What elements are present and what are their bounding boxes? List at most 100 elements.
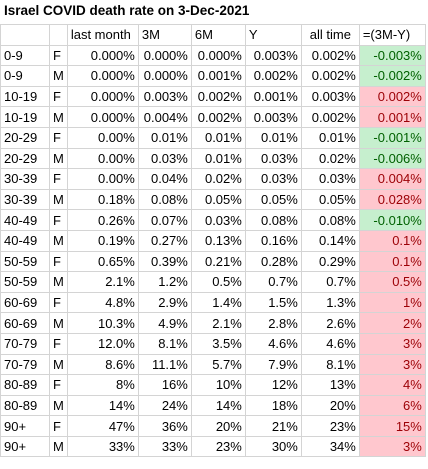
age-cell[interactable]: 0-9 (0, 45, 50, 67)
diff-cell[interactable]: 0.1% (359, 230, 426, 252)
age-cell[interactable]: 70-79 (0, 333, 50, 355)
3m-cell[interactable]: 0.004% (138, 106, 192, 128)
age-cell[interactable]: 10-19 (0, 86, 50, 108)
diff-cell[interactable]: -0.010% (359, 209, 426, 231)
diff-cell[interactable]: 15% (359, 415, 426, 437)
last-month-cell[interactable]: 2.1% (67, 271, 139, 293)
sex-cell[interactable]: F (49, 415, 68, 437)
all-time-cell[interactable]: 23% (301, 415, 360, 437)
diff-cell[interactable]: -0.001% (359, 127, 426, 149)
3m-cell[interactable]: 0.07% (138, 209, 192, 231)
header-cell-last-month[interactable]: last month (67, 24, 139, 46)
last-month-cell[interactable]: 0.18% (67, 189, 139, 211)
y-cell[interactable]: 12% (245, 374, 302, 396)
age-cell[interactable]: 60-69 (0, 292, 50, 314)
sex-cell[interactable]: M (49, 436, 68, 458)
last-month-cell[interactable]: 10.3% (67, 312, 139, 334)
3m-cell[interactable]: 0.08% (138, 189, 192, 211)
y-cell[interactable]: 0.7% (245, 271, 302, 293)
last-month-cell[interactable]: 33% (67, 436, 139, 458)
all-time-cell[interactable]: 20% (301, 395, 360, 417)
header-cell-age[interactable] (0, 24, 50, 46)
y-cell[interactable]: 18% (245, 395, 302, 417)
diff-cell[interactable]: -0.003% (359, 45, 426, 67)
all-time-cell[interactable]: 0.003% (301, 86, 360, 108)
age-cell[interactable]: 30-39 (0, 168, 50, 190)
all-time-cell[interactable]: 0.05% (301, 189, 360, 211)
sex-cell[interactable]: F (49, 86, 68, 108)
sex-cell[interactable]: F (49, 374, 68, 396)
last-month-cell[interactable]: 12.0% (67, 333, 139, 355)
6m-cell[interactable]: 0.21% (191, 251, 246, 273)
diff-cell[interactable]: 0.001% (359, 106, 426, 128)
6m-cell[interactable]: 0.5% (191, 271, 246, 293)
age-cell[interactable]: 0-9 (0, 65, 50, 87)
sex-cell[interactable]: M (49, 271, 68, 293)
sheet-title[interactable]: Israel COVID death rate on 3-Dec-2021 (4, 3, 250, 18)
sex-cell[interactable]: M (49, 148, 68, 170)
y-cell[interactable]: 0.003% (245, 45, 302, 67)
6m-cell[interactable]: 2.1% (191, 312, 246, 334)
last-month-cell[interactable]: 0.00% (67, 127, 139, 149)
y-cell[interactable]: 0.03% (245, 148, 302, 170)
6m-cell[interactable]: 20% (191, 415, 246, 437)
diff-cell[interactable]: 1% (359, 292, 426, 314)
y-cell[interactable]: 0.002% (245, 65, 302, 87)
6m-cell[interactable]: 0.001% (191, 65, 246, 87)
3m-cell[interactable]: 0.27% (138, 230, 192, 252)
y-cell[interactable]: 0.003% (245, 106, 302, 128)
6m-cell[interactable]: 0.002% (191, 106, 246, 128)
last-month-cell[interactable]: 4.8% (67, 292, 139, 314)
6m-cell[interactable]: 0.000% (191, 45, 246, 67)
diff-cell[interactable]: 0.004% (359, 168, 426, 190)
last-month-cell[interactable]: 0.00% (67, 168, 139, 190)
header-cell-all-time[interactable]: all time (301, 24, 360, 46)
header-cell-diff[interactable]: =(3M-Y) (359, 24, 426, 46)
all-time-cell[interactable]: 8.1% (301, 354, 360, 376)
3m-cell[interactable]: 36% (138, 415, 192, 437)
3m-cell[interactable]: 2.9% (138, 292, 192, 314)
sex-cell[interactable]: F (49, 168, 68, 190)
last-month-cell[interactable]: 0.000% (67, 65, 139, 87)
6m-cell[interactable]: 14% (191, 395, 246, 417)
3m-cell[interactable]: 0.003% (138, 86, 192, 108)
diff-cell[interactable]: 0.5% (359, 271, 426, 293)
6m-cell[interactable]: 0.05% (191, 189, 246, 211)
header-cell-6m[interactable]: 6M (191, 24, 246, 46)
3m-cell[interactable]: 0.000% (138, 65, 192, 87)
all-time-cell[interactable]: 0.08% (301, 209, 360, 231)
y-cell[interactable]: 0.08% (245, 209, 302, 231)
6m-cell[interactable]: 0.13% (191, 230, 246, 252)
y-cell[interactable]: 7.9% (245, 354, 302, 376)
sex-cell[interactable]: M (49, 106, 68, 128)
header-cell-3m[interactable]: 3M (138, 24, 192, 46)
sex-cell[interactable]: F (49, 209, 68, 231)
3m-cell[interactable]: 0.39% (138, 251, 192, 273)
age-cell[interactable]: 40-49 (0, 209, 50, 231)
last-month-cell[interactable]: 0.26% (67, 209, 139, 231)
all-time-cell[interactable]: 0.29% (301, 251, 360, 273)
all-time-cell[interactable]: 34% (301, 436, 360, 458)
6m-cell[interactable]: 0.01% (191, 127, 246, 149)
6m-cell[interactable]: 0.02% (191, 168, 246, 190)
diff-cell[interactable]: 4% (359, 374, 426, 396)
sex-cell[interactable]: M (49, 395, 68, 417)
diff-cell[interactable]: -0.006% (359, 148, 426, 170)
all-time-cell[interactable]: 0.7% (301, 271, 360, 293)
age-cell[interactable]: 50-59 (0, 271, 50, 293)
diff-cell[interactable]: 3% (359, 354, 426, 376)
all-time-cell[interactable]: 0.02% (301, 148, 360, 170)
sex-cell[interactable]: F (49, 292, 68, 314)
sex-cell[interactable]: F (49, 333, 68, 355)
3m-cell[interactable]: 0.04% (138, 168, 192, 190)
6m-cell[interactable]: 23% (191, 436, 246, 458)
age-cell[interactable]: 90+ (0, 436, 50, 458)
6m-cell[interactable]: 5.7% (191, 354, 246, 376)
diff-cell[interactable]: 6% (359, 395, 426, 417)
3m-cell[interactable]: 8.1% (138, 333, 192, 355)
all-time-cell[interactable]: 0.14% (301, 230, 360, 252)
all-time-cell[interactable]: 4.6% (301, 333, 360, 355)
y-cell[interactable]: 0.05% (245, 189, 302, 211)
age-cell[interactable]: 40-49 (0, 230, 50, 252)
3m-cell[interactable]: 0.01% (138, 127, 192, 149)
